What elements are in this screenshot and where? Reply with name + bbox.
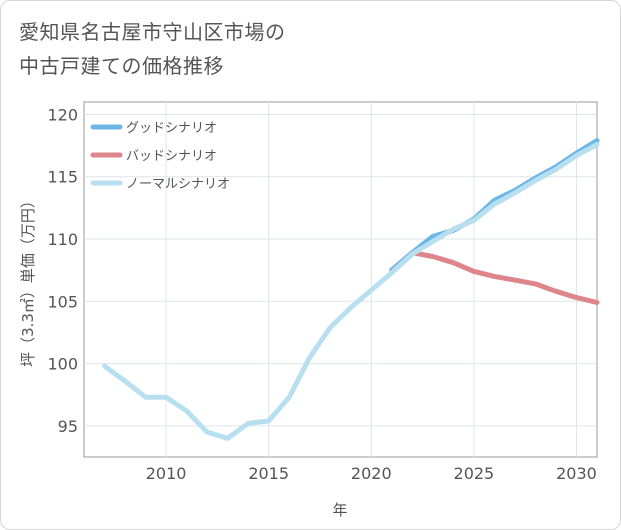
chart-title-line2: 中古戸建ての価格推移	[19, 54, 224, 78]
y-tick-115: 115	[47, 168, 78, 187]
y-tick-95: 95	[58, 417, 78, 436]
y-tick-labels: 95 100 105 110 115 120	[47, 105, 78, 435]
grid-lines	[84, 102, 597, 457]
y-tick-110: 110	[47, 230, 78, 249]
x-tick-2020: 2020	[351, 464, 392, 483]
y-tick-120: 120	[47, 105, 78, 124]
series-lines	[102, 138, 600, 441]
bad-scenario-line	[389, 250, 600, 305]
x-tick-2010: 2010	[146, 464, 187, 483]
y-axis-label: 坪（3.3㎡）単価（万円）	[19, 193, 37, 367]
chart-title: 愛知県名古屋市守山区市場の 中古戸建ての価格推移	[19, 15, 286, 83]
x-tick-2030: 2030	[556, 464, 597, 483]
x-tick-labels: 2010 2015 2020 2025 2030	[146, 464, 597, 483]
legend-good-label: グッドシナリオ	[126, 121, 217, 136]
normal-scenario-line	[102, 141, 600, 441]
x-axis-label: 年	[332, 501, 347, 519]
y-tick-105: 105	[47, 292, 78, 311]
chart-title-line1: 愛知県名古屋市守山区市場の	[19, 20, 286, 44]
y-tick-100: 100	[47, 355, 78, 374]
x-tick-2015: 2015	[248, 464, 289, 483]
x-tick-2025: 2025	[454, 464, 495, 483]
legend-normal-label: ノーマルシナリオ	[126, 177, 230, 192]
legend-bad-label: バッドシナリオ	[126, 149, 217, 164]
